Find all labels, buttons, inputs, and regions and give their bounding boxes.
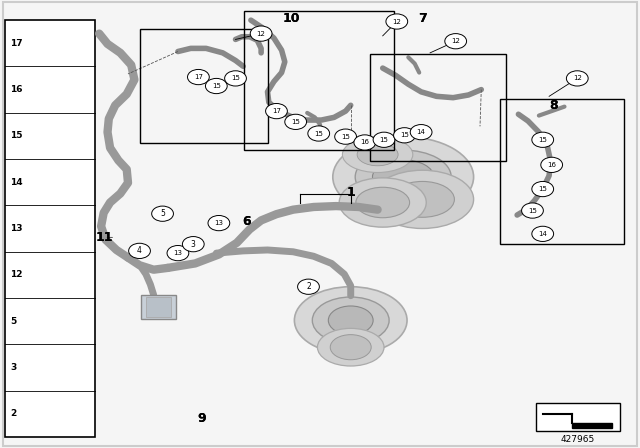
Text: 10: 10	[282, 12, 300, 26]
Circle shape	[266, 103, 287, 119]
Text: 9: 9	[197, 412, 206, 426]
Circle shape	[410, 125, 432, 140]
Circle shape	[129, 243, 150, 258]
Text: 16: 16	[10, 85, 23, 94]
Circle shape	[386, 14, 408, 29]
Text: 14: 14	[538, 231, 547, 237]
Text: 427965: 427965	[561, 435, 595, 444]
Ellipse shape	[317, 328, 384, 366]
Ellipse shape	[328, 306, 373, 335]
Text: 14: 14	[417, 129, 426, 135]
Circle shape	[188, 69, 209, 85]
Text: 7: 7	[418, 12, 427, 26]
Circle shape	[445, 34, 467, 49]
Ellipse shape	[339, 178, 426, 227]
Ellipse shape	[312, 297, 389, 344]
Text: 15: 15	[400, 132, 409, 138]
Ellipse shape	[294, 287, 407, 354]
Ellipse shape	[371, 170, 474, 228]
Bar	[244, 11, 394, 150]
Bar	[5, 20, 95, 437]
Circle shape	[298, 279, 319, 294]
Ellipse shape	[357, 143, 398, 166]
Text: 5: 5	[160, 209, 165, 218]
Ellipse shape	[330, 335, 371, 360]
Text: 13: 13	[10, 224, 23, 233]
Text: 13: 13	[214, 220, 223, 226]
Circle shape	[566, 71, 588, 86]
Text: 6: 6	[242, 215, 251, 228]
Ellipse shape	[342, 137, 413, 172]
Ellipse shape	[333, 137, 474, 217]
Text: 11: 11	[95, 231, 113, 244]
Text: 15: 15	[212, 83, 221, 89]
Text: 10: 10	[282, 12, 300, 26]
Text: 9: 9	[197, 412, 206, 426]
Text: 3: 3	[191, 240, 196, 249]
Bar	[500, 99, 624, 244]
Circle shape	[250, 26, 272, 41]
Text: 15: 15	[380, 137, 388, 143]
Text: 13: 13	[173, 250, 182, 256]
Text: 15: 15	[314, 130, 323, 137]
Circle shape	[541, 157, 563, 172]
Circle shape	[152, 206, 173, 221]
Text: 7: 7	[418, 12, 427, 26]
Circle shape	[285, 114, 307, 129]
Text: 1: 1	[346, 186, 355, 199]
Bar	[146, 297, 171, 317]
Text: 2: 2	[10, 409, 17, 418]
Text: 15: 15	[538, 186, 547, 192]
Text: 16: 16	[360, 139, 369, 146]
Circle shape	[205, 78, 227, 94]
Text: 17: 17	[272, 108, 281, 114]
Text: 15: 15	[538, 137, 547, 143]
Text: 17: 17	[10, 39, 23, 48]
Circle shape	[308, 126, 330, 141]
Text: 15: 15	[341, 134, 350, 140]
Text: 5: 5	[10, 317, 17, 326]
Text: 12: 12	[573, 75, 582, 82]
Text: 12: 12	[257, 30, 266, 37]
Circle shape	[532, 226, 554, 241]
Circle shape	[532, 132, 554, 147]
Ellipse shape	[355, 150, 451, 204]
Circle shape	[225, 71, 246, 86]
Text: 12: 12	[10, 270, 23, 279]
Text: 15: 15	[10, 131, 23, 140]
Text: 1: 1	[346, 186, 355, 199]
Text: 17: 17	[194, 74, 203, 80]
Text: 8: 8	[549, 99, 558, 112]
Circle shape	[182, 237, 204, 252]
Circle shape	[522, 203, 543, 218]
Polygon shape	[572, 423, 612, 428]
Circle shape	[354, 135, 376, 150]
Text: 11: 11	[95, 231, 113, 244]
Bar	[141, 295, 176, 319]
Text: 12: 12	[451, 38, 460, 44]
Bar	[536, 403, 620, 431]
Circle shape	[373, 132, 395, 147]
Ellipse shape	[372, 160, 434, 194]
Text: 8: 8	[549, 99, 558, 112]
Circle shape	[208, 215, 230, 231]
Circle shape	[532, 181, 554, 197]
Circle shape	[335, 129, 356, 144]
Text: 15: 15	[528, 207, 537, 214]
Text: 16: 16	[547, 162, 556, 168]
Ellipse shape	[390, 181, 454, 217]
Text: 4: 4	[137, 246, 142, 255]
Text: 3: 3	[10, 363, 17, 372]
Text: 2: 2	[306, 282, 311, 291]
Text: 15: 15	[291, 119, 300, 125]
Text: 6: 6	[242, 215, 251, 228]
Text: 12: 12	[392, 18, 401, 25]
Ellipse shape	[356, 187, 410, 218]
Text: 14: 14	[10, 178, 23, 187]
Circle shape	[394, 128, 415, 143]
Text: 15: 15	[231, 75, 240, 82]
Bar	[140, 29, 268, 143]
Bar	[370, 54, 506, 161]
Circle shape	[167, 246, 189, 261]
